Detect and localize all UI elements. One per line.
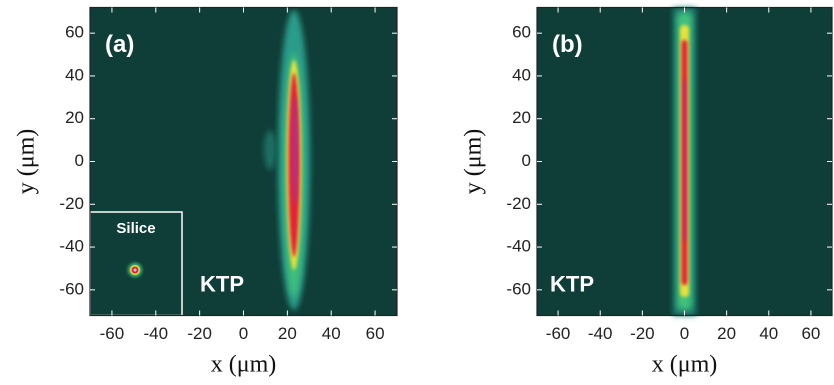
x-axis-label: x (μm): [211, 352, 277, 378]
x-tick-label: 60: [801, 324, 820, 343]
x-tick-label: 0: [239, 324, 248, 343]
y-tick-label: 0: [522, 151, 531, 170]
x-tick-label: 20: [717, 324, 736, 343]
x-tick-label: 40: [759, 324, 778, 343]
annotation: KTP: [550, 271, 594, 296]
y-tick-label: 20: [512, 108, 531, 127]
panel-label: (b): [552, 31, 583, 58]
y-tick-label: 40: [65, 65, 84, 84]
y-tick-label: -40: [506, 237, 531, 256]
y-tick-label: -60: [59, 279, 84, 298]
panel-label: (a): [105, 31, 134, 58]
x-tick-label: -20: [630, 324, 655, 343]
y-axis-label: y (μm): [461, 129, 487, 195]
x-axis-label: x (μm): [652, 352, 718, 378]
y-tick-label: 0: [75, 151, 84, 170]
x-tick-label: -20: [187, 324, 212, 343]
x-tick-label: -60: [100, 324, 125, 343]
inset: [89, 211, 183, 317]
y-tick-label: -20: [59, 194, 84, 213]
y-tick-label: 60: [65, 23, 84, 42]
beam-image: [264, 10, 310, 310]
x-tick-label: 40: [322, 324, 341, 343]
y-tick-label: 20: [65, 108, 84, 127]
annotation: KTP: [200, 271, 244, 296]
y-tick-label: -20: [506, 194, 531, 213]
y-axis-label: y (μm): [14, 129, 40, 195]
x-tick-label: 60: [366, 324, 385, 343]
x-tick-label: -40: [588, 324, 613, 343]
inset-label: Silice: [116, 220, 155, 237]
x-tick-label: -40: [143, 324, 168, 343]
y-tick-label: -40: [59, 237, 84, 256]
x-tick-label: 0: [680, 324, 689, 343]
y-tick-label: 40: [512, 65, 531, 84]
y-tick-label: -60: [506, 279, 531, 298]
y-tick-label: 60: [512, 23, 531, 42]
x-tick-label: 20: [278, 324, 297, 343]
beam-image: [673, 7, 696, 316]
x-tick-label: -60: [546, 324, 571, 343]
